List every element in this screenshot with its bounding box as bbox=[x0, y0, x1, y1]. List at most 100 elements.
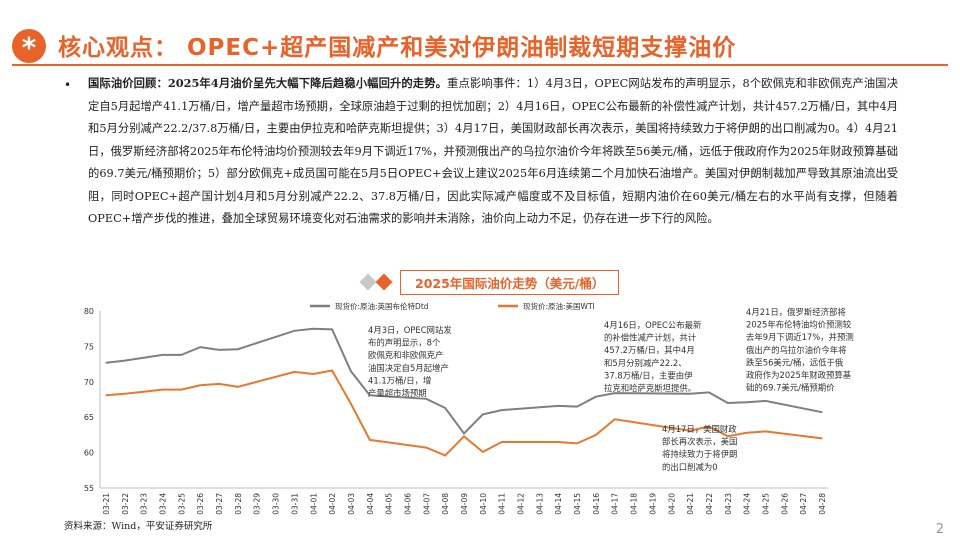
data-point bbox=[199, 384, 201, 386]
data-point bbox=[180, 388, 182, 391]
data-point bbox=[746, 432, 748, 434]
x-tick-label: 04-22 bbox=[705, 493, 714, 515]
series-line-brent bbox=[105, 327, 823, 436]
annotation-line: 4月16日，OPEC公布最新 bbox=[604, 320, 702, 330]
data-point bbox=[293, 330, 296, 332]
data-point bbox=[482, 413, 484, 415]
x-tick-label: 03-31 bbox=[290, 493, 299, 515]
data-point bbox=[614, 418, 616, 420]
x-tick-label: 04-20 bbox=[667, 493, 676, 515]
data-point bbox=[293, 371, 296, 373]
data-point bbox=[501, 441, 503, 443]
annotation-line: 俄出产的乌拉尔油价今年将 bbox=[746, 345, 847, 355]
data-point bbox=[727, 435, 729, 437]
legend-label: 现货价:原油:英国布伦特Dtd bbox=[335, 301, 429, 311]
data-point bbox=[143, 391, 145, 393]
y-tick-label: 65 bbox=[84, 413, 94, 422]
x-tick-label: 04-12 bbox=[517, 493, 526, 515]
annotation-line: 欧佩克和非欧佩克产 bbox=[368, 350, 443, 360]
data-point bbox=[764, 430, 767, 432]
x-tick-label: 04-16 bbox=[592, 493, 601, 515]
y-tick-label: 60 bbox=[84, 449, 94, 458]
x-tick-label: 04-01 bbox=[309, 493, 318, 515]
page-title: 核心观点： OPEC+超产国减产和美对伊朗油制裁短期支撑油价 bbox=[58, 35, 737, 61]
x-tick-label: 04-17 bbox=[611, 493, 620, 515]
data-point bbox=[350, 403, 352, 405]
data-point bbox=[180, 354, 182, 356]
annotation-line: 4月21日，俄罗斯经济部将 bbox=[746, 307, 846, 317]
title-divider bbox=[12, 64, 948, 66]
bullet-icon: • bbox=[64, 78, 72, 92]
x-tick-label: 04-08 bbox=[441, 493, 450, 515]
annotation-line: 4月3日，OPEC网站发 bbox=[368, 325, 452, 335]
x-tick-label: 04-09 bbox=[460, 493, 469, 515]
annotation-line: 油国决定自5月起增产 bbox=[368, 363, 449, 373]
asterisk-icon: * bbox=[12, 29, 46, 64]
chart-title: 2025年国际油价走势（美元/桶） bbox=[400, 269, 620, 295]
x-tick-label: 04-03 bbox=[347, 493, 356, 515]
data-point bbox=[463, 435, 465, 437]
data-point bbox=[708, 391, 710, 394]
data-point bbox=[727, 402, 729, 404]
data-point bbox=[557, 405, 559, 407]
x-tick-label: 04-13 bbox=[535, 493, 544, 515]
annotation-line: 产量超市场预期 bbox=[368, 388, 427, 398]
x-tick-label: 04-15 bbox=[573, 493, 582, 515]
data-point bbox=[143, 357, 145, 359]
chart-banner: 2025年国际油价走势（美元/桶） bbox=[359, 269, 620, 295]
data-point bbox=[576, 405, 578, 408]
data-point bbox=[425, 447, 427, 449]
x-tick-label: 04-21 bbox=[686, 493, 695, 515]
data-point bbox=[331, 369, 333, 372]
data-point bbox=[425, 398, 427, 400]
data-point bbox=[444, 454, 446, 457]
x-tick-label: 03-26 bbox=[196, 493, 205, 515]
data-point bbox=[312, 373, 314, 375]
annotation-line: 2025年布伦特油均价预测较 bbox=[746, 320, 852, 330]
x-tick-label: 03-22 bbox=[121, 493, 130, 515]
x-tick-label: 03-24 bbox=[159, 493, 168, 515]
x-tick-label: 03-21 bbox=[102, 493, 111, 515]
x-tick-label: 03-30 bbox=[272, 493, 281, 515]
x-tick-label: 04-19 bbox=[648, 493, 657, 515]
x-tick-label: 03-29 bbox=[253, 493, 262, 515]
x-tick-label: 04-07 bbox=[422, 493, 431, 515]
x-tick-label: 04-18 bbox=[630, 493, 639, 515]
data-point bbox=[444, 407, 446, 409]
data-point bbox=[124, 393, 126, 395]
x-tick-label: 04-26 bbox=[780, 493, 789, 515]
annotation-line: 4月17日，美国财政 bbox=[662, 424, 737, 434]
y-tick-label: 55 bbox=[84, 484, 94, 493]
annotation-line: 将持续致力于将伊朗 bbox=[662, 449, 737, 459]
annotation-line: 和5月分别减产22.2、 bbox=[604, 358, 687, 368]
annotation-line: 部长再次表示，美国 bbox=[662, 437, 737, 447]
data-point bbox=[821, 437, 823, 440]
x-tick-label: 04-11 bbox=[498, 493, 507, 515]
x-tick-label: 03-25 bbox=[177, 493, 186, 515]
data-point bbox=[708, 425, 710, 428]
x-tick-label: 04-24 bbox=[743, 493, 752, 515]
y-tick-label: 70 bbox=[84, 378, 94, 387]
data-point bbox=[689, 393, 691, 395]
data-point bbox=[764, 400, 767, 402]
source-note: 资料来源：Wind，平安证券研究所 bbox=[64, 521, 213, 532]
data-point bbox=[821, 411, 823, 413]
data-point bbox=[463, 432, 465, 435]
data-point bbox=[614, 392, 616, 394]
page-number: 2 bbox=[935, 522, 944, 537]
data-point bbox=[218, 349, 220, 351]
annotation-line: 跌至56美元/桶，远低于俄 bbox=[746, 357, 844, 367]
x-tick-label: 03-27 bbox=[215, 493, 224, 515]
annotation-line: 布的声明显示，8个 bbox=[368, 338, 441, 348]
x-tick-label: 04-14 bbox=[554, 493, 563, 515]
data-point bbox=[218, 383, 220, 385]
annotation-line: 37.8万桶/日，主要由伊 bbox=[604, 370, 693, 380]
paragraph-lead: 国际油价回顾：2025年4月油价呈先大幅下降后趋稳小幅回升的走势。 bbox=[88, 76, 448, 90]
x-tick-label: 04-25 bbox=[761, 493, 770, 515]
data-point bbox=[350, 370, 352, 372]
data-point bbox=[369, 394, 371, 396]
x-tick-label: 04-02 bbox=[328, 493, 337, 515]
annotation-line: 础的69.7美元/桶预期价 bbox=[746, 383, 835, 393]
data-point bbox=[482, 451, 484, 453]
series-line-wti bbox=[105, 369, 823, 457]
